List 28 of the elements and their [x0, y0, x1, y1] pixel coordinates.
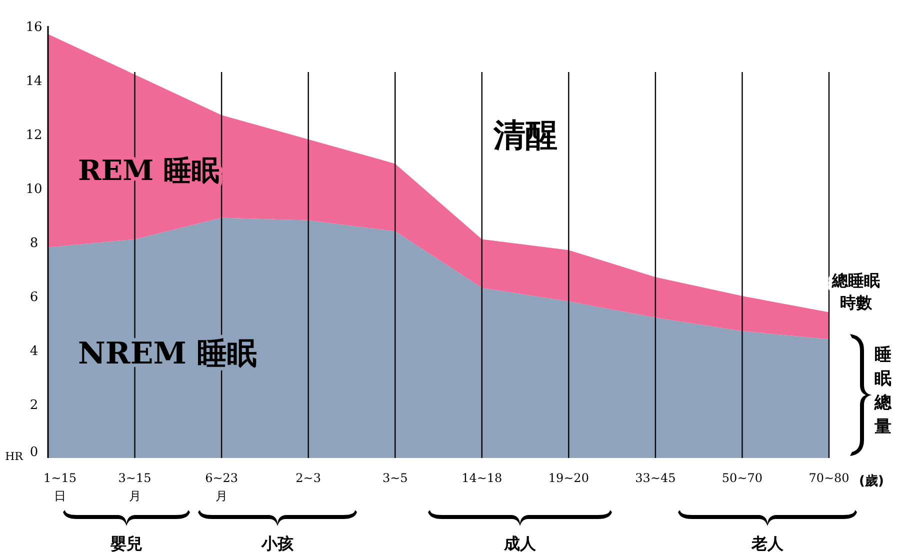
y-tick-label: 16	[26, 20, 42, 35]
text: 成人	[503, 534, 537, 553]
x-axis-title: (歲)	[859, 474, 884, 489]
y-tick-label: 4	[30, 344, 38, 359]
x-tick-label: 70~80	[808, 471, 850, 485]
annotation: 總睡眠時數	[831, 271, 880, 312]
x-tick-label: 33~45	[635, 471, 676, 485]
x-tick-label: 3~15 月	[118, 471, 152, 503]
y-axis-title: HR	[5, 450, 24, 463]
y-tick-label: 0	[30, 445, 38, 460]
x-tick-label: 14~18	[462, 471, 502, 485]
x-tick-label: 2~3	[296, 471, 321, 485]
text: 睡眠總量	[874, 345, 892, 437]
x-tick-label: 50~70	[722, 471, 763, 485]
x-tick-label: 1~15 日	[44, 471, 76, 503]
x-tick-label: 19~20	[548, 471, 589, 485]
text: 老人	[750, 534, 784, 553]
y-tick-label: 14	[26, 74, 42, 89]
x-tick-label: 3~5	[382, 471, 408, 485]
y-tick-label: 12	[26, 128, 42, 143]
y-tick-label: 6	[30, 290, 38, 305]
x-tick-label: 6~23 月	[205, 471, 238, 503]
y-tick-label: 10	[26, 182, 42, 197]
y-tick-label: 2	[30, 398, 38, 413]
text: 嬰兒	[110, 534, 142, 553]
text: 小孩	[260, 534, 294, 553]
annotation: 清醒	[492, 116, 558, 154]
y-tick-label: 8	[30, 236, 38, 251]
